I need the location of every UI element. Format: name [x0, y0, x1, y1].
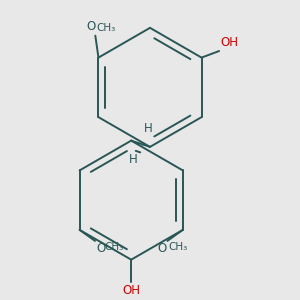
Text: CH₃: CH₃	[96, 23, 116, 33]
Text: O: O	[86, 20, 95, 33]
Text: OH: OH	[122, 284, 140, 297]
Text: OH: OH	[221, 37, 239, 50]
Text: O: O	[96, 242, 105, 255]
Text: CH₃: CH₃	[168, 242, 187, 252]
Text: H: H	[128, 153, 137, 166]
Text: CH₃: CH₃	[105, 242, 124, 252]
Text: H: H	[144, 122, 153, 135]
Text: O: O	[157, 242, 167, 255]
